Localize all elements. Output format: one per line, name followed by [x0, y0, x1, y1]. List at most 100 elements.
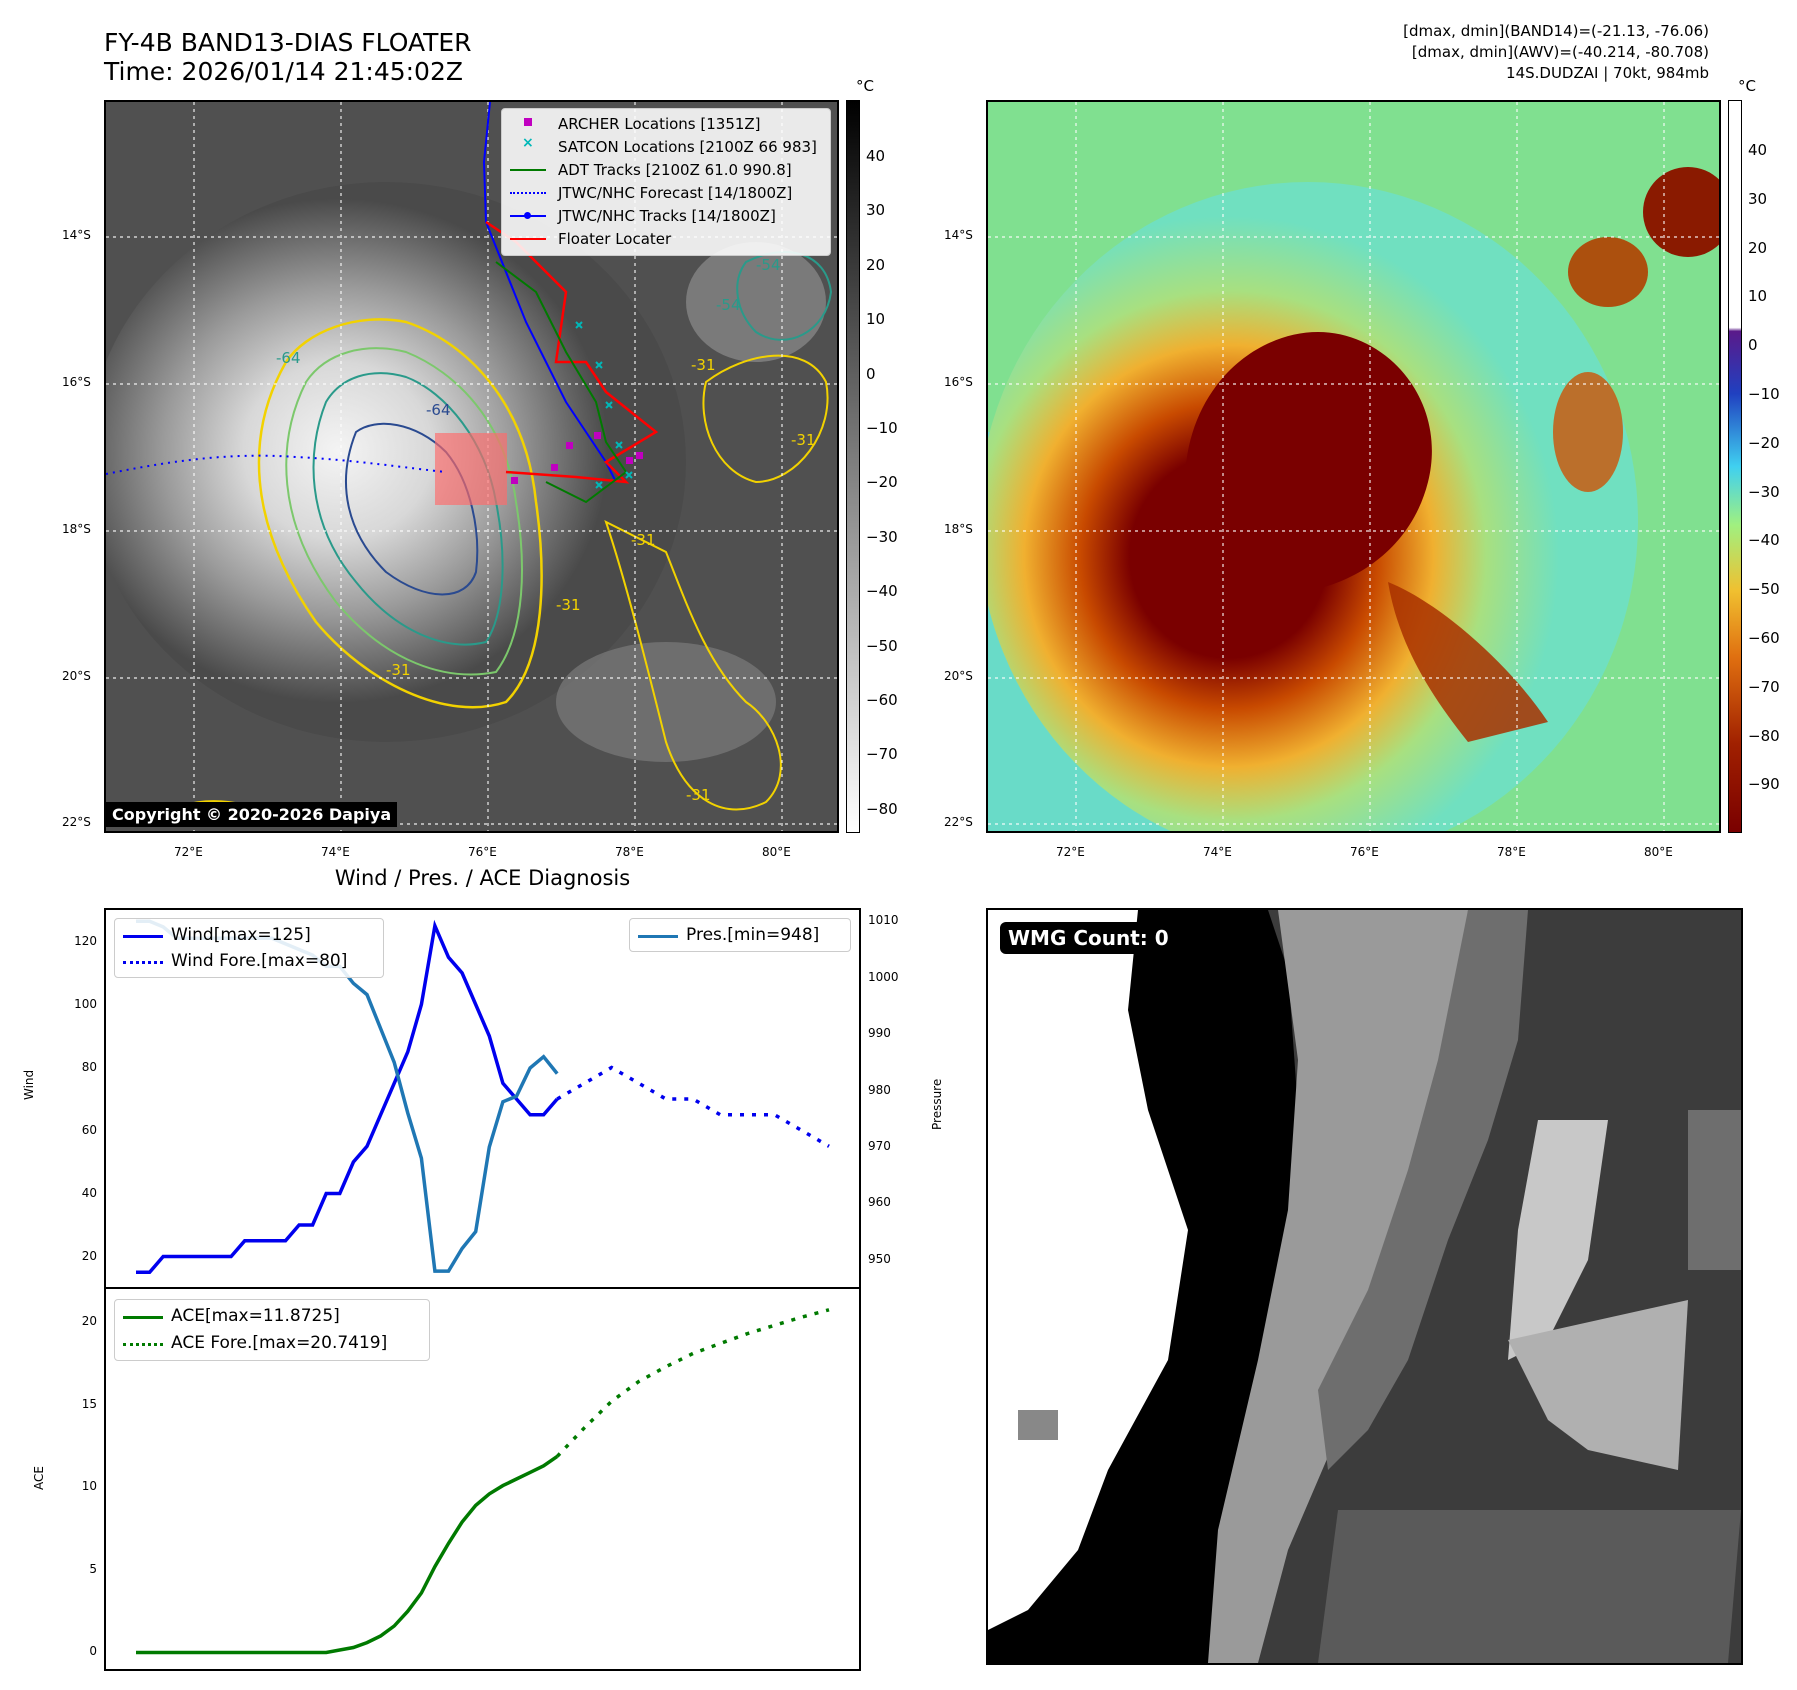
- contour-label: -31: [631, 531, 656, 549]
- ir-map: -64 -64 -54 -54 -31 -31 -31 -31 -31 -31 …: [104, 100, 839, 833]
- axis-tick-label: 100: [74, 996, 97, 1011]
- ace-axis-label: ACE: [32, 1466, 46, 1490]
- lat-label: 20°S: [944, 669, 973, 683]
- axis-tick-label: 20: [81, 1314, 97, 1329]
- legend-label: JTWC/NHC Tracks [14/1800Z]: [558, 207, 776, 225]
- legend-jtwc-forecast: JTWC/NHC Forecast [14/1800Z]: [502, 184, 830, 206]
- colorbar-tick: 40: [866, 147, 886, 165]
- ace-forecast-line: [555, 1308, 830, 1458]
- lat-label: 18°S: [62, 522, 91, 536]
- legend-adt: ADT Tracks [2100Z 61.0 990.8]: [502, 161, 830, 183]
- colorbar-tick: −90: [1748, 775, 1780, 794]
- ace-chart: ACE[max=11.8725] ACE Fore.[max=20.7419]: [104, 1287, 861, 1671]
- wind-forecast-line: [556, 1065, 830, 1148]
- line-swatch-icon: [123, 935, 163, 938]
- colorbar-tick: 10: [866, 310, 886, 329]
- square-marker-icon: [524, 118, 532, 126]
- colorbar-tick: −30: [866, 527, 898, 546]
- colorbar-tick: −50: [866, 636, 898, 655]
- colorbar-tick: −30: [1748, 482, 1780, 501]
- pressure-axis-label: Pressure: [930, 1078, 944, 1130]
- lon-label: 76°E: [1350, 845, 1379, 859]
- wind-pres-chart: Wind[max=125] Wind Fore.[max=80] Pres.[m…: [104, 908, 861, 1288]
- axis-tick-label: 60: [81, 1122, 97, 1137]
- dotted-line-swatch-icon: [123, 1343, 163, 1346]
- axis-tick-label: 120: [74, 933, 97, 948]
- lat-label: 16°S: [62, 375, 91, 389]
- colorbar-tick: −70: [866, 745, 898, 764]
- colorbar-tick: 10: [1748, 287, 1768, 306]
- legend-ace: ACE[max=11.8725]: [115, 1306, 429, 1328]
- lon-label: 76°E: [468, 845, 497, 859]
- axis-tick-label: 960: [868, 1195, 891, 1210]
- legend-floater: Floater Locater: [502, 230, 830, 252]
- axis-tick-label: 40: [81, 1185, 97, 1200]
- colorbar-tick: −70: [1748, 677, 1780, 696]
- colorbar-tick: 30: [866, 201, 886, 220]
- contour-label: -31: [791, 431, 816, 449]
- axis-tick-label: 15: [81, 1396, 97, 1411]
- colorbar-tick: 0: [1748, 336, 1758, 355]
- awv-map: [986, 100, 1721, 833]
- axis-tick-label: 980: [868, 1082, 891, 1097]
- legend-label: ACE Fore.[max=20.7419]: [171, 1333, 388, 1353]
- lat-label: 18°S: [944, 522, 973, 536]
- storm-info: 14S.DUDZAI | 70kt, 984mb: [1506, 64, 1709, 82]
- awv-image: [988, 102, 1719, 831]
- lat-label: 14°S: [62, 228, 91, 242]
- legend-archer: ARCHER Locations [1351Z]: [502, 115, 830, 137]
- lon-label: 72°E: [1056, 845, 1085, 859]
- axis-tick-label: 970: [868, 1138, 891, 1153]
- line-swatch-icon: [638, 935, 678, 938]
- wind-legend: Wind[max=125] Wind Fore.[max=80]: [114, 918, 384, 978]
- legend-label: JTWC/NHC Forecast [14/1800Z]: [558, 184, 793, 202]
- dotted-line-swatch-icon: [510, 192, 546, 194]
- line-swatch-icon: [510, 169, 546, 171]
- contour-label: -64: [276, 349, 301, 367]
- awv-colorbar: [1728, 100, 1742, 833]
- colorbar-tick: −60: [866, 691, 898, 709]
- axis-tick-label: 10: [81, 1479, 97, 1494]
- legend-label: Wind Fore.[max=80]: [171, 951, 348, 971]
- colorbar-tick: −40: [866, 582, 898, 601]
- legend-label: Pres.[min=948]: [686, 925, 820, 945]
- ace-plot: [136, 1308, 830, 1655]
- wmg-panel: WMG Count: 0: [986, 908, 1743, 1665]
- contour-label: -31: [386, 661, 411, 679]
- colorbar-tick: 20: [866, 255, 886, 274]
- axis-tick-label: 20: [81, 1248, 97, 1263]
- colorbar-tick: −80: [1748, 726, 1780, 745]
- dmax-awv: [dmax, dmin](AWV)=(-40.214, -80.708): [1411, 43, 1709, 61]
- lon-label: 80°E: [1644, 845, 1673, 859]
- colorbar-tick: 20: [1748, 238, 1768, 257]
- wmg-count-badge: WMG Count: 0: [1000, 922, 1177, 954]
- lon-label: 78°E: [1497, 845, 1526, 859]
- colorbar-tick: −20: [1748, 433, 1780, 452]
- legend-satcon: × SATCON Locations [2100Z 66 983]: [502, 135, 830, 160]
- dot-marker-icon: [524, 212, 531, 219]
- colorbar-tick: 30: [1748, 189, 1768, 208]
- legend-label: ACE[max=11.8725]: [171, 1306, 340, 1326]
- wind-line: [136, 919, 559, 1275]
- wmg-image: [988, 910, 1741, 1663]
- colorbar-unit: °C: [1738, 77, 1756, 95]
- axis-tick-label: 1010: [868, 913, 899, 928]
- line-swatch-icon: [123, 1316, 163, 1319]
- colorbar-tick: −80: [866, 799, 898, 818]
- lon-label: 74°E: [1203, 845, 1232, 859]
- line-swatch-icon: [510, 238, 546, 240]
- colorbar-tick: −40: [1748, 531, 1780, 550]
- lat-label: 22°S: [944, 815, 973, 829]
- ace-legend: ACE[max=11.8725] ACE Fore.[max=20.7419]: [114, 1299, 430, 1361]
- lon-label: 78°E: [615, 845, 644, 859]
- wind-axis-label: Wind: [22, 1069, 36, 1100]
- lon-label: 80°E: [762, 845, 791, 859]
- ace-line: [136, 1454, 559, 1655]
- axis-tick-label: 0: [89, 1644, 97, 1659]
- lon-label: 72°E: [174, 845, 203, 859]
- colorbar-tick: −10: [866, 419, 898, 437]
- colorbar-tick: −50: [1748, 580, 1780, 599]
- contour-label: -31: [686, 786, 711, 804]
- contour-label: -54: [716, 296, 741, 314]
- contour-label: -64: [426, 401, 451, 419]
